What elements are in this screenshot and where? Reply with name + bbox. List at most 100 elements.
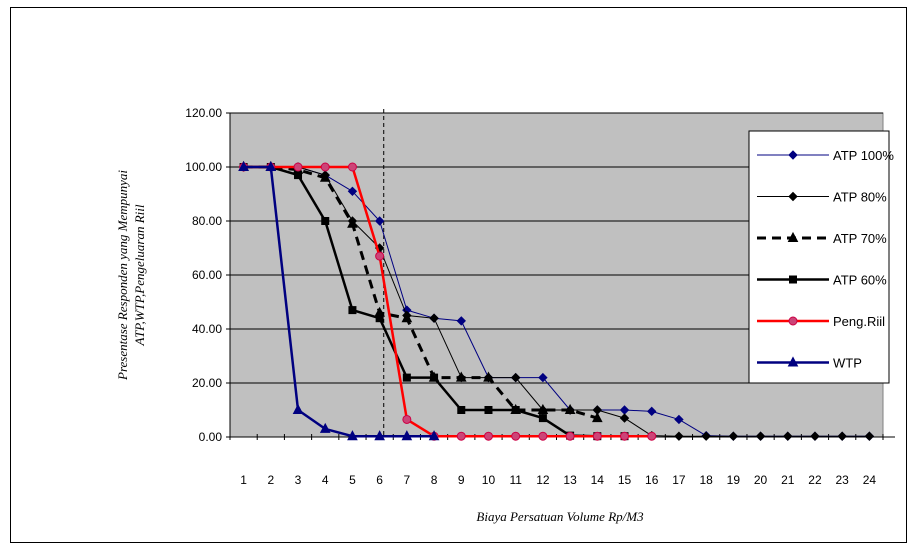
data-point [674,414,684,425]
y-tick-label: 0.00 [199,430,223,444]
legend-label: ATP 100% [833,148,894,163]
data-point [755,431,766,441]
x-tick-label: 9 [458,473,465,487]
data-point [293,162,303,172]
data-point [347,162,357,172]
series-line [243,165,435,438]
data-point [456,316,466,326]
data-point [321,217,330,225]
data-point [647,431,657,441]
data-point [319,171,331,182]
legend-marker [787,231,799,242]
data-point [537,403,549,414]
legend-marker [788,191,798,202]
y-tick-label: 60.00 [192,268,222,282]
legend-marker [787,356,799,367]
data-point [402,414,412,424]
x-tick-label: 5 [349,473,356,487]
data-point [701,431,711,441]
legend-marker [789,275,797,284]
legend-label: ATP 70% [833,231,887,246]
data-point [647,406,657,417]
data-point [348,306,357,315]
legend-marker [788,316,798,326]
x-axis-title: Biaya Persatuan Volume Rp/M3 [476,509,644,524]
data-point [455,371,467,382]
data-point [619,413,630,423]
y-tick-label: 100.00 [185,160,222,174]
legend-label: ATP 80% [833,190,887,205]
y-axis-title-line1: Presentase Responden yang Mempunyai [115,170,130,381]
data-point [620,431,630,441]
data-point [347,186,358,197]
data-point [728,431,739,441]
x-axis: 1 2 3 4 5 6 7 8 9 10 11 12 13 14 15 16 17 18 19 20 21 22 23 24 [229,434,895,487]
x-tick-label: 24 [863,473,877,487]
data-point [456,431,466,441]
series-wtp [238,160,440,441]
data-point [674,431,684,441]
data-point [564,403,576,414]
data-point [401,430,413,441]
data-point [429,313,439,323]
series-layer [238,160,875,441]
data-point [319,422,331,433]
data-point [538,372,548,383]
data-point [483,371,494,382]
data-point [347,430,358,441]
x-tick-label: 4 [322,473,329,487]
data-point [374,430,385,441]
data-point [292,403,304,414]
legend-label: ATP 60% [833,273,887,288]
x-tick-label: 21 [781,473,795,487]
legend-box [748,130,890,384]
data-point [430,373,439,382]
y-tick-label: 40.00 [192,322,222,336]
data-point [238,160,249,171]
data-point [375,314,384,323]
x-tick-label: 8 [431,473,438,487]
x-tick-label: 10 [482,473,496,487]
y-tick-label: 120.00 [185,106,222,120]
series-line [243,165,598,420]
x-tick-label: 3 [295,473,302,487]
x-tick-label: 6 [376,473,383,487]
data-point [565,431,575,441]
x-tick-label: 2 [267,473,274,487]
x-tick-label: 23 [836,473,850,487]
x-tick-label: 18 [699,473,713,487]
x-tick-label: 17 [672,473,686,487]
data-point [428,430,440,441]
x-tick-label: 16 [645,473,659,487]
x-tick-label: 12 [536,473,550,487]
data-point [320,162,330,172]
data-point [511,431,521,441]
data-point [402,373,411,382]
y-axis-title-line2: ATP,WTP,Pengeluaran Riil [132,204,147,346]
legend-marker [788,150,798,160]
data-point [375,251,385,261]
legend-label: WTP [833,356,862,371]
x-tick-label: 19 [727,473,741,487]
data-point [457,406,466,414]
data-point [484,406,493,414]
x-tick-label: 7 [404,473,411,487]
data-point [591,412,603,423]
x-tick-label: 15 [618,473,632,487]
data-point [401,312,413,323]
data-point [538,414,547,423]
data-point [374,216,385,226]
legend-label: Peng.Riil [833,314,885,329]
y-tick-label: 20.00 [192,376,222,390]
data-point [510,372,521,383]
x-tick-label: 22 [808,473,822,487]
data-point [347,217,358,228]
data-point [837,431,847,441]
series-line [243,165,652,438]
data-point [783,431,793,441]
data-point [538,431,548,441]
x-tick-label: 20 [754,473,768,487]
data-point [294,171,303,180]
x-tick-label: 1 [240,473,247,487]
